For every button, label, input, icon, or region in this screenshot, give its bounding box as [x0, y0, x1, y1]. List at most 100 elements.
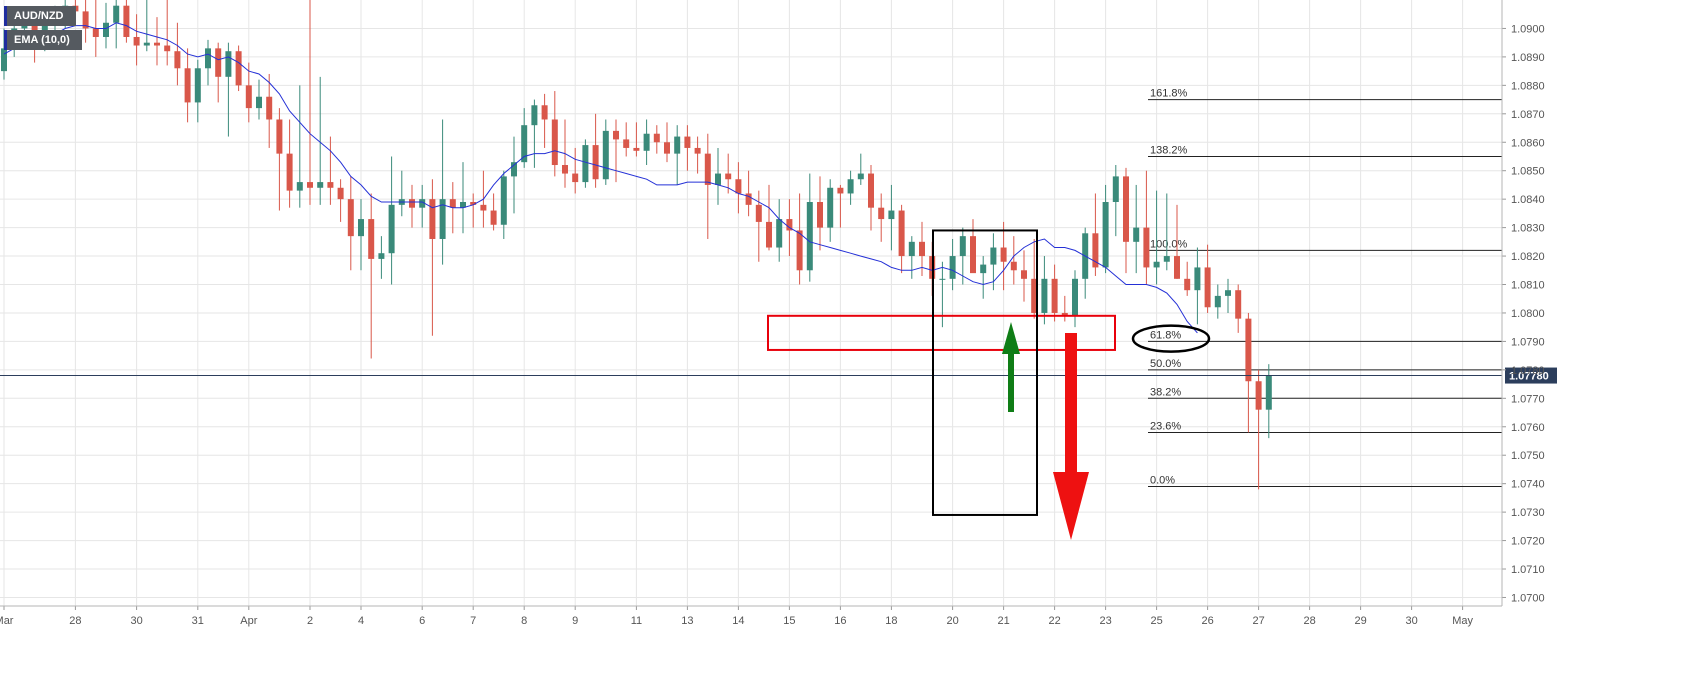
y-tick-label: 1.0790	[1511, 336, 1545, 348]
candle-body	[766, 221, 772, 248]
candle-body	[806, 202, 813, 271]
candle-body	[1163, 256, 1170, 262]
y-tick-label: 1.0730	[1511, 507, 1545, 519]
candle-body	[1072, 278, 1078, 316]
arrow-up-icon[interactable]	[1002, 322, 1020, 412]
x-tick-label: 4	[358, 615, 364, 627]
candle-body	[490, 210, 497, 225]
candle-body	[592, 145, 599, 180]
indicator-legend[interactable]: EMA (10,0)	[4, 30, 82, 50]
candle-body	[582, 145, 589, 183]
candle-body	[1143, 227, 1150, 268]
x-tick-label: 30	[1405, 615, 1417, 627]
last-price-tag	[1505, 367, 1557, 384]
x-tick-label: 27	[1252, 615, 1264, 627]
fib-level-label: 38.2%	[1150, 386, 1181, 398]
candle-body	[1174, 256, 1180, 279]
candle-body	[970, 236, 976, 274]
candle-body	[959, 236, 966, 257]
y-tick-label: 1.0740	[1511, 479, 1545, 491]
x-tick-label: 25	[1150, 615, 1162, 627]
y-tick-label: 1.0860	[1511, 137, 1545, 149]
candle-body	[439, 199, 446, 239]
candle-body	[1153, 261, 1160, 268]
candle-body	[715, 173, 721, 185]
candle-body	[878, 207, 885, 220]
candle-body	[613, 130, 619, 140]
candle-body	[1123, 176, 1129, 242]
candle-body	[786, 219, 793, 231]
candle-body	[327, 182, 334, 188]
x-tick-label: 8	[521, 615, 527, 627]
candle-body	[500, 176, 507, 225]
candle-body	[694, 147, 701, 154]
candle-body	[31, 19, 38, 37]
resistance-zone-box[interactable]	[767, 314, 1116, 351]
fib-618-circle[interactable]	[1131, 324, 1211, 353]
y-tick-label: 1.0880	[1511, 80, 1545, 92]
x-tick-label: 31	[192, 615, 204, 627]
x-tick-label: 16	[834, 615, 846, 627]
candle-body	[1041, 278, 1048, 313]
fib-level-label: 138.2%	[1150, 144, 1188, 156]
candle-body	[1061, 312, 1068, 316]
candle-body	[1021, 270, 1027, 279]
candle-body	[256, 96, 262, 109]
y-tick-label: 1.0870	[1511, 109, 1545, 121]
candle-body	[857, 173, 864, 180]
candle-body	[113, 5, 120, 23]
y-tick-label: 1.0830	[1511, 223, 1545, 235]
x-tick-label: Apr	[240, 615, 257, 627]
ema-series	[3, 22, 1198, 334]
fib-level-label: 161.8%	[1150, 88, 1188, 100]
fib-level-label: 100.0%	[1150, 238, 1188, 250]
candle-body	[562, 165, 568, 174]
x-tick-label: 29	[1354, 615, 1366, 627]
candle-body	[1255, 381, 1262, 410]
ema-line	[3, 22, 1198, 334]
candle-body	[908, 241, 915, 257]
highlight-box[interactable]	[932, 229, 1038, 516]
candle-body	[1194, 267, 1201, 291]
candle-body	[1133, 227, 1140, 242]
candle-body	[939, 278, 946, 280]
candle-body	[460, 202, 466, 208]
candle-body	[868, 173, 874, 208]
candle-body	[276, 119, 283, 154]
candle-body	[949, 256, 956, 279]
candle-body	[664, 142, 670, 154]
arrow-down-icon[interactable]	[1053, 333, 1089, 540]
axes: 1.0700 1.0710 1.0720 1.0730 1.0740 1.0750 1.07…	[0, 0, 1545, 627]
annotations[interactable]: 1.07780	[0, 229, 1557, 540]
x-tick-label: 21	[997, 615, 1009, 627]
y-tick-label: 1.0800	[1511, 308, 1545, 320]
candle-body	[898, 210, 905, 257]
candle-body	[1051, 278, 1058, 313]
symbol-legend[interactable]: AUD/NZD	[4, 6, 76, 26]
candle-body	[1, 48, 7, 72]
candle-body	[296, 182, 303, 191]
candle-body	[980, 264, 987, 274]
x-tick-label: 9	[572, 615, 578, 627]
candle-body	[1112, 176, 1119, 202]
candle-body	[1214, 295, 1221, 308]
candle-body	[337, 187, 344, 200]
y-tick-label: 1.0810	[1511, 280, 1545, 292]
candle-body	[245, 85, 252, 109]
x-tick-label: May	[1452, 615, 1473, 627]
candle-body	[103, 22, 109, 37]
candle-body	[409, 199, 415, 208]
candle-body	[164, 45, 171, 52]
y-tick-label: 1.0780	[1511, 365, 1545, 377]
candle-body	[358, 219, 364, 237]
candle-body	[235, 51, 242, 86]
x-tick-label: 28	[1303, 615, 1315, 627]
x-tick-label: 15	[783, 615, 795, 627]
last-price-label: 1.07780	[1509, 371, 1549, 383]
y-tick-label: 1.0760	[1511, 422, 1545, 434]
indicator-label: EMA (10,0)	[14, 34, 70, 46]
x-tick-label: 26	[1201, 615, 1213, 627]
x-tick-label: 22	[1048, 615, 1060, 627]
